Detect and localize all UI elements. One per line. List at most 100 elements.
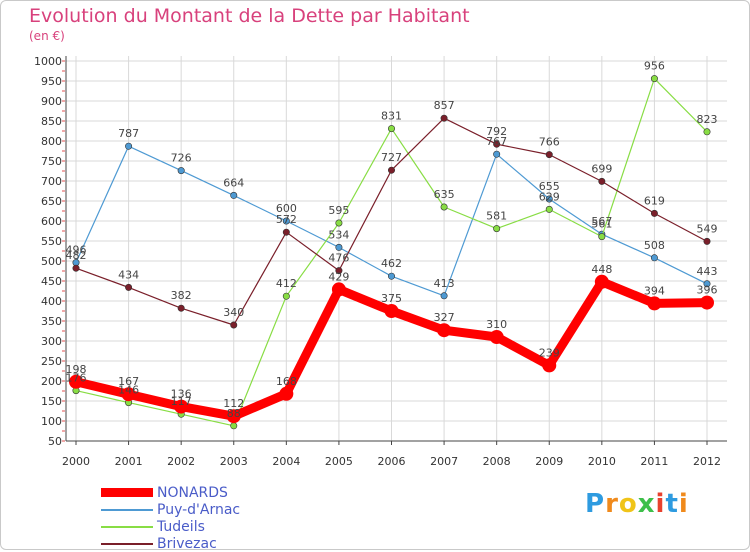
- data-point: [493, 150, 501, 158]
- data-label: 310: [486, 318, 507, 331]
- data-point: [282, 228, 290, 236]
- x-tick-label: 2004: [272, 455, 300, 468]
- data-point: [125, 142, 133, 150]
- data-label: 857: [434, 99, 455, 112]
- data-point: [542, 358, 557, 373]
- data-label: 655: [539, 180, 560, 193]
- data-point: [703, 128, 711, 136]
- data-point: [545, 205, 553, 213]
- legend-item: Puy-d'Arnac: [101, 501, 240, 518]
- y-tick-label: 950: [41, 75, 62, 88]
- legend-label: Puy-d'Arnac: [157, 501, 241, 518]
- data-label: 382: [171, 289, 192, 302]
- data-label: 476: [328, 252, 349, 265]
- y-tick-label: 350: [41, 315, 62, 328]
- data-point: [69, 374, 83, 389]
- data-label: 239: [539, 346, 560, 359]
- logo-letter: i: [655, 489, 666, 519]
- data-label: 198: [66, 363, 87, 376]
- data-label: 635: [434, 188, 455, 201]
- data-label: 561: [591, 218, 612, 231]
- data-label: 619: [644, 194, 665, 207]
- y-tick-label: 200: [41, 375, 62, 388]
- y-tick-label: 100: [41, 415, 62, 428]
- data-label: 664: [223, 176, 244, 189]
- x-tick-label: 2011: [640, 455, 668, 468]
- x-tick-label: 2005: [325, 455, 353, 468]
- data-label: 567: [591, 215, 612, 228]
- series-lines: [69, 75, 714, 430]
- data-label: 375: [381, 292, 402, 305]
- x-tick-label: 2006: [378, 455, 406, 468]
- y-tick-label: 700: [41, 175, 62, 188]
- axes: 50 100 150 200 250 300 350 400 450 500 550 600 650 70…: [34, 55, 727, 468]
- x-tick-label: 2002: [167, 455, 195, 468]
- logo-letter: o: [618, 489, 638, 519]
- data-point: [440, 203, 448, 211]
- data-label: 581: [486, 210, 507, 223]
- y-tick-label: 900: [41, 95, 62, 108]
- data-point: [226, 409, 241, 424]
- data-labels: 496 787 726 664 600 534 462 413 767 655 567 508 443 1…: [66, 60, 718, 420]
- data-point: [493, 140, 501, 148]
- logo-letter: x: [637, 489, 656, 519]
- y-tick-label: 500: [41, 255, 62, 268]
- data-point: [703, 237, 711, 245]
- data-label: 443: [697, 265, 718, 278]
- y-tick-label: 800: [41, 135, 62, 148]
- legend-item: Brivezac: [101, 535, 240, 552]
- data-label: 482: [66, 249, 87, 262]
- legend-item: Tudeils: [101, 518, 240, 535]
- data-point: [598, 177, 606, 185]
- data-label: 629: [539, 190, 560, 203]
- data-label: 340: [223, 306, 244, 319]
- data-label: 112: [223, 397, 244, 410]
- data-point: [440, 114, 448, 122]
- data-label: 726: [171, 152, 192, 165]
- data-point: [72, 264, 80, 272]
- chart-title: Evolution du Montant de la Dette par Hab…: [29, 5, 470, 27]
- data-point: [703, 280, 711, 288]
- data-point: [387, 272, 395, 280]
- proxiti-logo: Proxiti: [585, 489, 689, 519]
- data-point: [335, 219, 343, 227]
- data-point: [700, 295, 714, 310]
- y-tick-label: 150: [41, 395, 62, 408]
- x-tick-label: 2010: [588, 455, 616, 468]
- data-point: [650, 75, 658, 83]
- legend-label: Brivezac: [157, 535, 217, 552]
- data-label: 549: [697, 222, 718, 235]
- data-label: 327: [434, 311, 455, 324]
- data-point: [335, 267, 343, 275]
- y-tick-label: 450: [41, 275, 62, 288]
- data-label: 766: [539, 136, 560, 149]
- data-label: 88: [227, 407, 241, 420]
- data-point: [598, 233, 606, 241]
- data-point: [650, 209, 658, 217]
- data-label: 448: [591, 263, 612, 276]
- data-label: 136: [171, 388, 192, 401]
- data-point: [177, 304, 185, 312]
- data-point: [279, 386, 294, 401]
- data-point: [387, 166, 395, 174]
- data-label: 534: [328, 228, 349, 241]
- data-label: 787: [118, 127, 139, 140]
- logo-letter: i: [678, 489, 689, 519]
- data-point: [174, 399, 189, 414]
- data-label: 396: [697, 284, 718, 297]
- y-tick-label: 250: [41, 355, 62, 368]
- data-point: [440, 292, 448, 300]
- y-tick-label: 300: [41, 335, 62, 348]
- data-point: [647, 296, 662, 311]
- x-tick-label: 2003: [220, 455, 248, 468]
- x-tick-label: 2000: [62, 455, 90, 468]
- data-point: [125, 283, 133, 291]
- chart-subtitle: (en €): [29, 29, 65, 43]
- data-label: 823: [697, 113, 718, 126]
- data-point: [437, 323, 452, 338]
- data-label: 176: [66, 372, 87, 385]
- data-label: 167: [118, 375, 139, 388]
- y-tick-label: 650: [41, 195, 62, 208]
- data-label: 508: [644, 239, 665, 252]
